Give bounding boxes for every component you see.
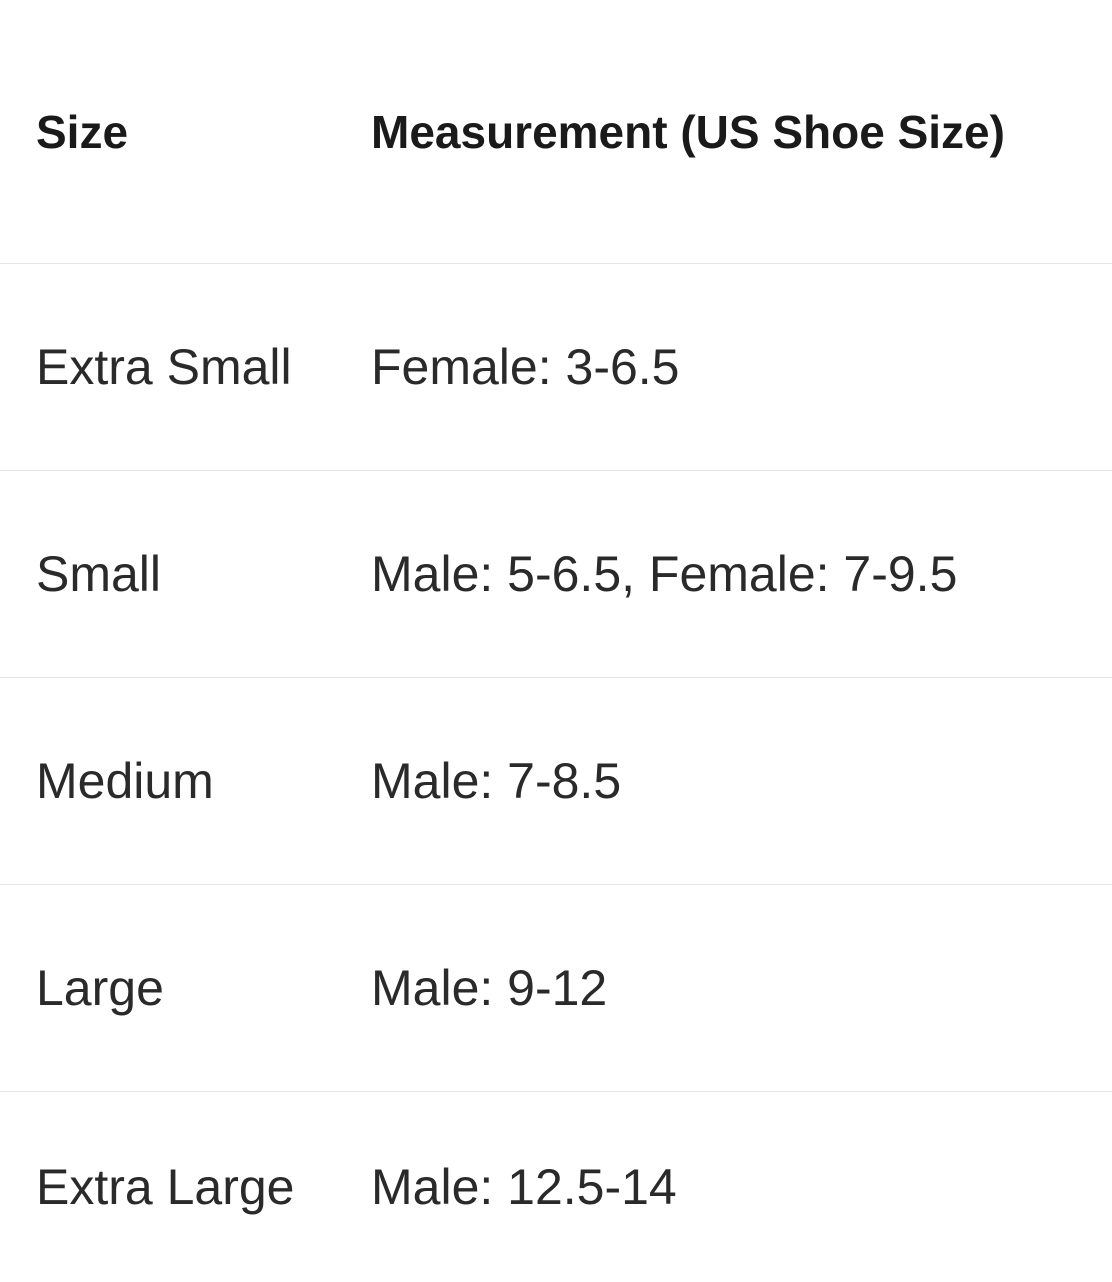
header-measurement: Measurement (US Shoe Size) — [371, 0, 1112, 264]
measurement-cell: Male: 5-6.5, Female: 7-9.5 — [371, 471, 1112, 678]
table-row: Extra Large Male: 12.5-14 — [0, 1092, 1112, 1282]
table-row: Medium Male: 7-8.5 — [0, 678, 1112, 885]
size-cell: Extra Small — [0, 264, 371, 471]
table-row: Extra Small Female: 3-6.5 — [0, 264, 1112, 471]
header-size: Size — [0, 0, 371, 264]
table-row: Small Male: 5-6.5, Female: 7-9.5 — [0, 471, 1112, 678]
header-row: Size Measurement (US Shoe Size) — [0, 0, 1112, 264]
measurement-cell: Male: 7-8.5 — [371, 678, 1112, 885]
measurement-cell: Female: 3-6.5 — [371, 264, 1112, 471]
size-cell: Extra Large — [0, 1092, 371, 1282]
size-cell: Large — [0, 885, 371, 1092]
size-cell: Medium — [0, 678, 371, 885]
measurement-cell: Male: 12.5-14 — [371, 1092, 1112, 1282]
measurement-cell: Male: 9-12 — [371, 885, 1112, 1092]
table-row: Large Male: 9-12 — [0, 885, 1112, 1092]
size-cell: Small — [0, 471, 371, 678]
